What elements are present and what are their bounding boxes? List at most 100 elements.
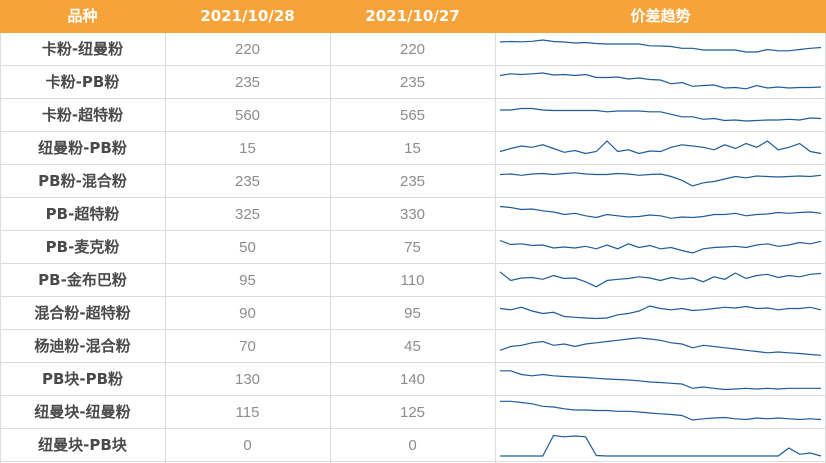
row-value-date1: 235 bbox=[234, 173, 261, 190]
table-row: 纽曼块-纽曼粉 115 125 bbox=[0, 396, 826, 429]
row-divider bbox=[0, 98, 826, 99]
trend-sparkline bbox=[499, 205, 822, 219]
trend-sparkline bbox=[500, 107, 822, 122]
trend-sparkline bbox=[499, 337, 822, 356]
row-trend-cell bbox=[495, 66, 826, 99]
row-value-date2: 110 bbox=[400, 272, 425, 289]
row-value-date1: 95 bbox=[239, 272, 256, 289]
row-trend-cell bbox=[495, 429, 826, 462]
row-value-date2: 75 bbox=[404, 239, 421, 256]
row-name: PB-金布巴粉 bbox=[38, 271, 127, 289]
row-name: 杨迪粉-混合粉 bbox=[34, 337, 131, 355]
trend-line bbox=[499, 172, 822, 187]
column-divider bbox=[330, 33, 331, 463]
trend-line bbox=[499, 140, 822, 155]
trend-line bbox=[499, 39, 822, 53]
table-row: PB-金布巴粉 95 110 bbox=[0, 264, 826, 297]
header-col-trend: 价差趋势 bbox=[630, 7, 691, 25]
trend-sparkline bbox=[499, 72, 822, 90]
trend-sparkline bbox=[499, 239, 822, 254]
column-divider bbox=[165, 33, 166, 463]
header-col-date1: 2021/10/28 bbox=[200, 7, 295, 25]
row-name: 混合粉-超特粉 bbox=[34, 304, 131, 322]
row-trend-cell bbox=[495, 231, 826, 264]
row-value-date2: 15 bbox=[404, 140, 421, 157]
header-col-name: 品种 bbox=[67, 7, 98, 25]
row-value-date2: 140 bbox=[399, 371, 426, 388]
row-trend-cell bbox=[495, 297, 826, 330]
row-name: 卡粉-PB粉 bbox=[45, 73, 120, 91]
row-trend-cell bbox=[495, 132, 826, 165]
row-divider bbox=[0, 164, 826, 165]
row-trend-cell bbox=[495, 33, 826, 66]
row-value-date2: 565 bbox=[399, 107, 426, 124]
row-value-date1: 560 bbox=[234, 107, 261, 124]
row-name: PB-超特粉 bbox=[45, 205, 120, 223]
trend-sparkline bbox=[499, 140, 822, 155]
table-header: 品种 2021/10/28 2021/10/27 价差趋势 bbox=[0, 0, 826, 33]
row-value-date2: 330 bbox=[399, 206, 426, 223]
trend-line bbox=[500, 107, 822, 122]
row-value-date1: 115 bbox=[235, 404, 260, 421]
trend-line bbox=[499, 271, 822, 288]
row-name: PB-麦克粉 bbox=[45, 238, 120, 256]
row-trend-cell bbox=[495, 264, 826, 297]
row-value-date2: 95 bbox=[404, 305, 421, 322]
row-trend-cell bbox=[495, 198, 826, 231]
row-value-date2: 235 bbox=[399, 173, 426, 190]
trend-sparkline bbox=[499, 305, 822, 320]
trend-sparkline bbox=[500, 400, 822, 421]
row-name: 卡粉-纽曼粉 bbox=[41, 40, 124, 58]
row-divider bbox=[0, 428, 826, 429]
trend-line bbox=[499, 72, 822, 90]
row-value-date1: 70 bbox=[239, 338, 256, 355]
row-trend-cell bbox=[495, 363, 826, 396]
trend-line bbox=[499, 239, 822, 254]
table-row: 混合粉-超特粉 90 95 bbox=[0, 297, 826, 330]
trend-sparkline bbox=[499, 172, 822, 187]
table-row: 纽曼块-PB块 0 0 bbox=[0, 429, 826, 462]
row-value-date2: 125 bbox=[399, 404, 426, 421]
row-name: 纽曼块-纽曼粉 bbox=[34, 403, 131, 421]
row-name: PB粉-混合粉 bbox=[38, 172, 127, 190]
trend-sparkline bbox=[499, 39, 822, 53]
trend-line bbox=[499, 337, 822, 356]
trend-line bbox=[500, 400, 822, 421]
table-row: PB-麦克粉 50 75 bbox=[0, 231, 826, 264]
trend-line bbox=[499, 205, 822, 219]
row-value-date2: 235 bbox=[399, 74, 426, 91]
row-value-date1: 0 bbox=[243, 437, 252, 454]
row-divider bbox=[0, 296, 826, 297]
table-row: PB-超特粉 325 330 bbox=[0, 198, 826, 231]
row-divider bbox=[0, 461, 826, 462]
trend-sparkline bbox=[500, 434, 822, 457]
table-row: PB粉-混合粉 235 235 bbox=[0, 165, 826, 198]
header-col-date2: 2021/10/27 bbox=[365, 7, 460, 25]
row-value-date2: 220 bbox=[399, 41, 426, 58]
row-trend-cell bbox=[495, 396, 826, 429]
row-name: 卡粉-超特粉 bbox=[41, 106, 124, 124]
row-value-date1: 50 bbox=[239, 239, 256, 256]
trend-line bbox=[499, 305, 822, 320]
table-row: 卡粉-纽曼粉 220 220 bbox=[0, 33, 826, 66]
row-divider bbox=[0, 230, 826, 231]
row-value-date1: 220 bbox=[234, 41, 261, 58]
row-divider bbox=[0, 197, 826, 198]
row-value-date2: 45 bbox=[404, 338, 421, 355]
row-value-date1: 235 bbox=[234, 74, 261, 91]
row-divider bbox=[0, 131, 826, 132]
table-row: 纽曼粉-PB粉 15 15 bbox=[0, 132, 826, 165]
row-name: 纽曼块-PB块 bbox=[38, 436, 127, 454]
trend-line bbox=[500, 370, 821, 391]
column-divider bbox=[0, 33, 1, 463]
row-value-date1: 90 bbox=[239, 305, 256, 322]
table-row: 卡粉-超特粉 560 565 bbox=[0, 99, 826, 132]
table-row: 杨迪粉-混合粉 70 45 bbox=[0, 330, 826, 363]
row-divider bbox=[0, 263, 826, 264]
row-name: 纽曼粉-PB粉 bbox=[38, 139, 127, 157]
row-trend-cell bbox=[495, 99, 826, 132]
row-name: PB块-PB粉 bbox=[41, 370, 124, 388]
row-trend-cell bbox=[495, 165, 826, 198]
row-divider bbox=[0, 329, 826, 330]
